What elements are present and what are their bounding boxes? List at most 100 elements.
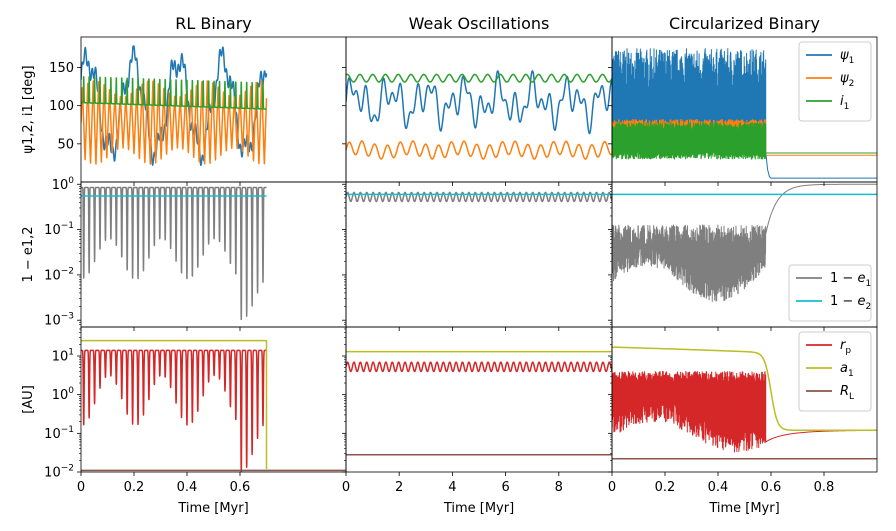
- legend-box-r1: [788, 264, 872, 322]
- x-axis-label-c2: Time [Myr]: [708, 501, 779, 516]
- x-tick-label-c2-4: 0.8: [814, 480, 835, 495]
- y-axis-label-r1: 1 − e1,2: [21, 226, 36, 282]
- legend-box-r0: [798, 41, 872, 122]
- legend-label-r0-1-symbol: ψ: [840, 71, 849, 86]
- legend-label-r0-0: ψ1: [840, 48, 854, 66]
- x-tick-label-c1-4: 8: [555, 480, 563, 495]
- legend-label-r2-0-sub: p: [845, 346, 851, 356]
- x-tick-label-c2-2: 0.4: [708, 480, 729, 495]
- legend-label-r1-1-prefix: 1 −: [830, 294, 857, 309]
- legend-label-r1-1-sub: 2: [865, 302, 871, 312]
- legend-label-r0-0-sub: 1: [849, 56, 855, 66]
- x-tick-label-c0-3: 0.6: [230, 480, 251, 495]
- subplot-title-c2: Circularized Binary: [669, 14, 820, 33]
- x-tick-label-c2-3: 0.6: [761, 480, 782, 495]
- legend-label-r2-2-symbol: R: [840, 384, 849, 399]
- series-i1-rl: [81, 76, 268, 110]
- series-e1-rl: [81, 186, 268, 321]
- legend-label-r1-0-sub: 1: [865, 279, 871, 289]
- x-axis-label-c1: Time [Myr]: [443, 501, 514, 516]
- y-tick-label-r0-1: 100: [49, 99, 74, 114]
- legend-label-r2-0-symbol: r: [840, 338, 847, 353]
- legend-label-r2-1: a1: [840, 361, 854, 379]
- y-tick-label-r0-0: 50: [57, 137, 74, 152]
- series-rp-weak: [346, 361, 612, 373]
- y-tick-label-r2-1-exp: −1: [61, 425, 74, 435]
- y-tick-label-r1-2: 10−1: [44, 221, 74, 238]
- y-tick-label-r2-3-base: 10: [52, 350, 69, 365]
- y-tick-label-r1-2-base: 10: [44, 223, 61, 238]
- series-i1-weak: [346, 73, 612, 83]
- axes-frames: [80, 36, 878, 473]
- x-tick-label-c1-3: 6: [501, 480, 509, 495]
- y-tick-label-r2-0-exp: −2: [61, 464, 74, 474]
- legend-label-r2-2: RL: [840, 384, 854, 402]
- y-tick-label-r2-0: 10−2: [44, 464, 74, 481]
- y-tick-label-r1-3: 100: [52, 176, 75, 193]
- series-e1-circ: [612, 183, 877, 302]
- subplot-title-c0: RL Binary: [175, 14, 252, 33]
- y-tick-label-r2-3-exp: 1: [68, 348, 74, 358]
- series-i1-circ: [612, 121, 877, 160]
- x-tick-label-c1-0: 0: [342, 480, 350, 495]
- y-tick-label-r1-3-base: 10: [52, 178, 69, 193]
- x-tick-label-c0-2: 0.4: [177, 480, 198, 495]
- y-tick-label-r2-2: 100: [52, 386, 75, 403]
- x-tick-label-c2-0: 0: [608, 480, 616, 495]
- y-tick-label-r1-1-base: 10: [44, 268, 61, 283]
- y-tick-label-r1-0: 10−3: [44, 312, 74, 329]
- y-tick-label-r1-2-exp: −1: [61, 221, 74, 231]
- y-tick-label-r2-1-base: 10: [44, 427, 61, 442]
- legend-label-r1-0-prefix: 1 −: [830, 271, 857, 286]
- legend-label-r1-1-symbol: e: [857, 294, 865, 309]
- y-tick-label-r2-3: 101: [52, 348, 74, 365]
- y-tick-label-r2-2-base: 10: [52, 388, 69, 403]
- legend-label-r0-0-symbol: ψ: [840, 48, 849, 63]
- x-tick-label-c0-1: 0.2: [124, 480, 145, 495]
- data-traces: [81, 45, 877, 472]
- axes-frame-c1-r2: [345, 326, 613, 473]
- axes-frame-c2-r2: [611, 326, 878, 473]
- series-psi2-rl: [81, 80, 268, 165]
- y-axis-label-r0: ψ1,2, i1 [deg]: [21, 65, 36, 153]
- series-rp-circ: [612, 370, 877, 453]
- series-a1-rl: [81, 339, 268, 469]
- y-tick-label-r2-2-exp: 0: [68, 386, 74, 396]
- series-rp-rl: [81, 349, 268, 472]
- subplot-title-c1: Weak Oscillations: [409, 14, 550, 33]
- legend-label-r2-0: rp: [840, 338, 851, 356]
- legend-label-r0-1-sub: 2: [849, 79, 855, 89]
- y-axis-label-r2: [AU]: [21, 385, 36, 414]
- legend-box-r2: [798, 331, 872, 412]
- y-tick-label-r1-0-base: 10: [44, 314, 61, 329]
- y-tick-label-r2-1: 10−1: [44, 425, 74, 442]
- series-a1-circ: [612, 346, 877, 432]
- legend-label-r0-2-sub: 1: [844, 102, 850, 112]
- legend-label-r1-0-symbol: e: [857, 271, 865, 286]
- axes-frame-c0-r2: [80, 326, 347, 473]
- series-psi2-weak: [346, 140, 612, 160]
- x-axis-label-c0: Time [Myr]: [177, 501, 248, 516]
- x-tick-label-c1-1: 2: [395, 480, 403, 495]
- y-tick-label-r1-1: 10−2: [44, 266, 74, 283]
- x-tick-label-c0-0: 0: [77, 480, 85, 495]
- legend-label-r2-2-sub: L: [849, 392, 854, 402]
- x-tick-label-c2-1: 0.2: [655, 480, 676, 495]
- legend-label-r0-2-symbol: i: [840, 94, 844, 109]
- legend-label-r0-2: i1: [840, 94, 849, 112]
- series-e1-weak: [346, 191, 612, 203]
- x-tick-label-c1-2: 4: [448, 480, 456, 495]
- legend-label-r0-1: ψ2: [840, 71, 854, 89]
- legend-label-r2-1-sub: 1: [848, 369, 854, 379]
- y-tick-label-r1-0-exp: −3: [61, 312, 74, 322]
- legend-label-r1-1: 1 − e2: [830, 294, 871, 312]
- axes-frame-c1-r1: [345, 181, 613, 328]
- y-tick-label-r0-2: 150: [49, 61, 74, 76]
- legend-label-r1-0: 1 − e1: [830, 271, 871, 289]
- y-tick-label-r1-3-exp: 0: [68, 176, 74, 186]
- y-tick-label-r1-1-exp: −2: [61, 266, 74, 276]
- legend-label-r2-1-symbol: a: [840, 361, 848, 376]
